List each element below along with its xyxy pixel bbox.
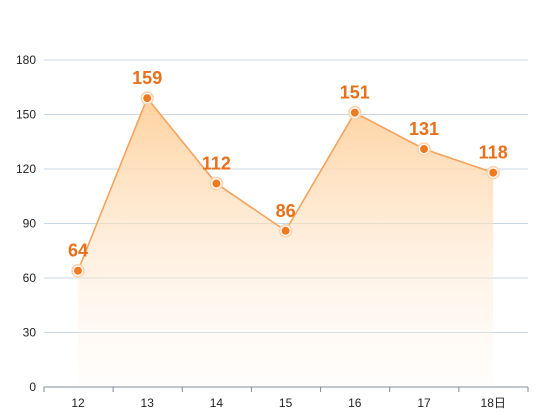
y-tick-label-180: 180	[16, 53, 36, 67]
x-tick-label: 17	[417, 396, 431, 410]
x-tick-label: 16	[348, 396, 362, 410]
x-axis	[43, 386, 529, 392]
data-labels: 64 159 112 86 151 131 118	[68, 68, 508, 261]
x-tick-label: 18日	[481, 396, 506, 410]
x-tick-label: 15	[279, 396, 293, 410]
y-axis-tick-labels: 0 30 60 90 120 150 180	[16, 53, 36, 394]
y-tick-label-150: 150	[16, 108, 36, 122]
x-tick-label: 14	[210, 396, 224, 410]
data-label: 131	[409, 119, 439, 139]
y-tick-label-120: 120	[16, 162, 36, 176]
data-point	[74, 266, 82, 275]
data-point	[420, 145, 428, 154]
y-tick-label-0: 0	[29, 380, 36, 394]
data-point	[489, 168, 498, 177]
data-label: 151	[340, 83, 370, 103]
area-path	[78, 98, 494, 388]
x-tick-label: 13	[141, 396, 155, 410]
data-label: 118	[479, 143, 508, 163]
y-tick-label-30: 30	[23, 326, 37, 340]
data-point	[281, 226, 290, 235]
data-points	[71, 91, 500, 278]
data-label: 159	[132, 68, 162, 88]
data-label: 86	[276, 201, 296, 221]
data-point	[350, 108, 359, 117]
data-label: 64	[68, 241, 88, 261]
data-label: 112	[202, 154, 231, 174]
y-tick-label-60: 60	[23, 271, 37, 285]
data-point	[143, 94, 152, 103]
area-fill	[78, 98, 494, 388]
x-axis-tick-labels: 12 13 14 15 16 17 18日	[71, 396, 506, 410]
y-tick-label-90: 90	[23, 217, 37, 231]
data-point	[212, 179, 221, 188]
x-tick-label: 12	[71, 396, 85, 410]
